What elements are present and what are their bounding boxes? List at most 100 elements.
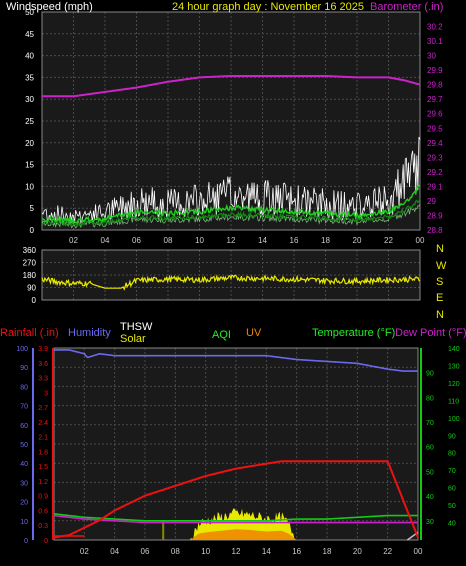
temperature-tick-label: 110 <box>448 398 459 405</box>
x-tick-label: 10 <box>195 236 204 245</box>
rain-tick-label: 2.7 <box>38 405 48 412</box>
wind-direction-series <box>41 274 421 291</box>
solar-area <box>54 508 418 540</box>
windspeed-axis-label: Windspeed (mph) <box>6 1 93 13</box>
bottom-x-axis: 02 04 06 08 10 12 14 16 18 20 22 00 <box>80 547 423 556</box>
temperature-line <box>53 513 418 522</box>
x-tick-label: 10 <box>201 547 210 556</box>
humidity-tick-label: 80 <box>20 384 28 391</box>
x-tick-label: 02 <box>69 236 78 245</box>
humidity-tick-label: 70 <box>20 404 28 411</box>
dewpoint-label: Dew Point (°F) <box>395 327 466 339</box>
x-tick-label: 22 <box>384 236 393 245</box>
y-tick-label: 5 <box>30 204 35 213</box>
temperature-inner-tick-label: 50 <box>426 469 434 476</box>
y2-tick-label: 29.9 <box>427 66 443 75</box>
chart-title: 24 hour graph day : November 16 2025 <box>172 1 364 13</box>
wind-pressure-series <box>41 74 421 229</box>
y2-tick-label: 29.1 <box>427 182 443 191</box>
x-tick-label: 20 <box>353 236 362 245</box>
temperature-tick-label: 40 <box>448 521 456 528</box>
humidity-label: Humidity <box>68 327 111 339</box>
x-tick-label: 16 <box>292 547 301 556</box>
y-tick-label: 35 <box>25 73 34 82</box>
y2-tick-label: 28.8 <box>427 226 443 235</box>
wind-average-line <box>41 184 421 225</box>
x-tick-label: 22 <box>383 547 392 556</box>
wind-min-line <box>41 204 421 229</box>
y2-tick-label: 30 <box>427 52 436 61</box>
y2-tick-label: 29 <box>427 197 436 206</box>
dewpoint-line <box>53 514 418 524</box>
temperature-tick-label: 80 <box>448 451 456 458</box>
uv-area <box>54 529 418 540</box>
wind-low-line <box>41 197 421 227</box>
temperature-inner-tick-label: 60 <box>426 445 434 452</box>
rain-tick-label: 3.3 <box>38 376 48 383</box>
temperature-tick-label: 100 <box>448 416 460 423</box>
rain-tick-label: 2.1 <box>38 435 48 442</box>
humidity-tick-label: 100 <box>16 346 28 353</box>
rain-tick-label: 3.9 <box>38 346 48 353</box>
x-tick-label: 18 <box>321 236 330 245</box>
x-tick-label: 02 <box>80 547 89 556</box>
humidity-tick-label: 40 <box>20 461 28 468</box>
x-tick-label: 14 <box>262 547 271 556</box>
y2-tick-label: 29.8 <box>427 81 443 90</box>
x-tick-label: 04 <box>110 547 119 556</box>
x-tick-label: 14 <box>258 236 267 245</box>
humidity-line <box>54 349 418 372</box>
x-tick-label: 06 <box>132 236 141 245</box>
rain-tick-label: 0.9 <box>38 494 48 501</box>
temperature-tick-label: 50 <box>448 503 456 510</box>
direction-tick-label: 0 <box>32 296 37 305</box>
rain-temp-series <box>53 349 419 541</box>
y2-tick-label: 29.4 <box>427 139 443 148</box>
humidity-tick-label: 0 <box>24 538 28 545</box>
rain-tick-label: 2.4 <box>38 420 48 427</box>
y-tick-label: 40 <box>25 52 34 61</box>
top-x-axis: 02 04 06 08 10 12 14 16 18 20 22 00 <box>69 236 425 245</box>
plot-border <box>41 11 421 231</box>
compass-w: W <box>436 260 447 272</box>
temperature-tick-label: 90 <box>448 433 456 440</box>
temperature-inner-tick-label: 30 <box>426 519 434 526</box>
plot-border <box>41 249 421 301</box>
temperature-inner-tick-label: 40 <box>426 494 434 501</box>
temperature-tick-label: 140 <box>448 346 460 353</box>
barometer-axis-label: Barometer (.in) <box>370 1 443 13</box>
y2-tick-label: 29.2 <box>427 168 443 177</box>
compass-labels: N W S E N <box>436 243 447 321</box>
barometer-axis: 28.8 28.9 29 29.1 29.2 29.3 29.4 29.5 29.6 29.7 29… <box>427 23 443 235</box>
thsw-label: THSW <box>120 321 153 333</box>
direction-tick-label: 360 <box>23 246 37 255</box>
rain-tick-label: 0 <box>44 538 48 545</box>
humidity-axis: 0 10 20 30 40 50 60 70 80 90 100 <box>16 346 28 545</box>
temperature-inner-tick-label: 90 <box>426 371 434 378</box>
humidity-tick-label: 90 <box>20 365 28 372</box>
rain-tick-label: 0.3 <box>38 523 48 530</box>
x-tick-label: 08 <box>171 547 180 556</box>
rainfall-line <box>53 460 419 539</box>
y-tick-label: 50 <box>25 8 34 17</box>
windspeed-axis: 0 5 10 15 20 25 30 35 40 45 50 <box>25 8 34 235</box>
x-tick-label: 08 <box>164 236 173 245</box>
compass-e: E <box>436 292 443 304</box>
temperature-inner-tick-label: 70 <box>426 420 434 427</box>
humidity-tick-label: 60 <box>20 423 28 430</box>
y2-tick-label: 28.9 <box>427 211 443 220</box>
barometer-line <box>42 74 421 98</box>
y2-tick-label: 29.3 <box>427 153 443 162</box>
temperature-axis: 40 50 60 70 80 90 100 110 120 130 140 30 40 50 60 70 80 9… <box>426 346 460 528</box>
x-tick-label: 16 <box>290 236 299 245</box>
compass-n-bottom: N <box>436 309 444 321</box>
x-tick-label: 06 <box>141 547 150 556</box>
rain-tick-label: 1.5 <box>38 464 48 471</box>
rainfall-axis: 0 0.3 0.6 0.9 1.2 1.5 1.8 2.1 2.4 2.7 3 3.3 3.6 3.9 <box>38 346 48 545</box>
rainfall-label: Rainfall (.in) <box>0 327 59 339</box>
rain-tick-label: 1.8 <box>38 449 48 456</box>
direction-tick-label: 270 <box>23 259 37 268</box>
rain-tick-label: 1.2 <box>38 479 48 486</box>
y-tick-label: 20 <box>25 139 34 148</box>
x-tick-label: 12 <box>232 547 241 556</box>
